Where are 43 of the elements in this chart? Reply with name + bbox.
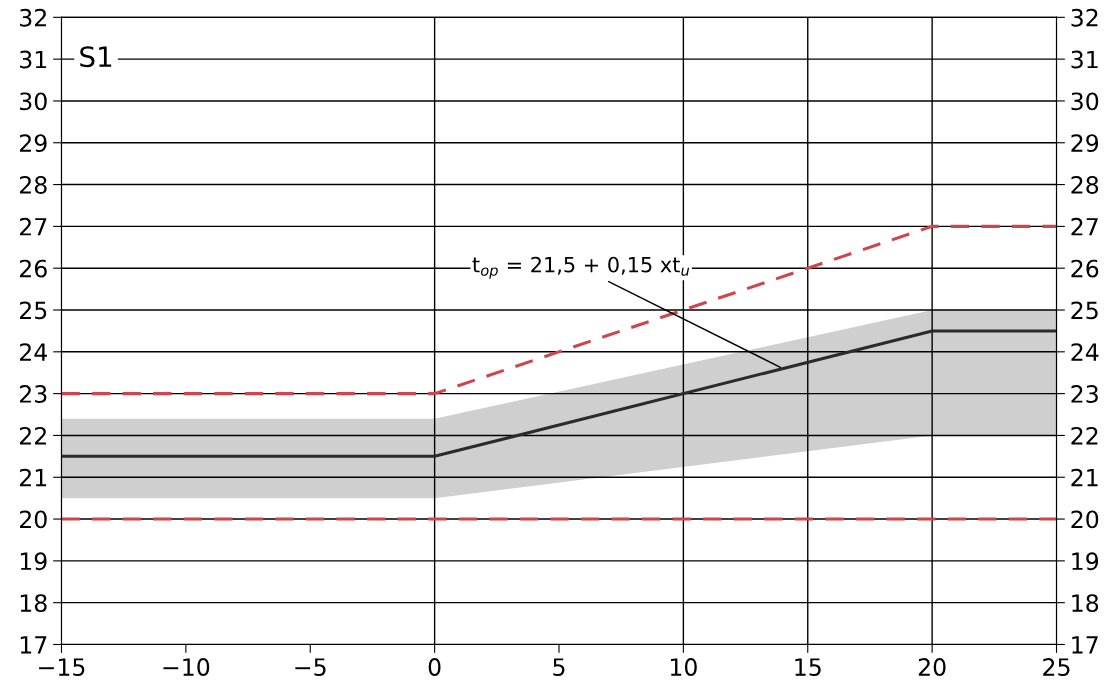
y-tick-label: 18: [20, 594, 47, 612]
y-tick-label: 23: [19, 385, 47, 403]
y-tick-label: 30: [20, 92, 47, 111]
y2-tick-label: 32: [1071, 8, 1098, 27]
x-tick-label: 10: [670, 658, 697, 676]
x-tick-label: −10: [163, 658, 210, 676]
y-tick-label: 32: [20, 8, 46, 27]
y2-tick-label: 22: [1071, 426, 1098, 445]
y2-tick-label: 26: [1071, 259, 1099, 278]
x-tick-label: 25: [1043, 658, 1070, 676]
y-tick-label: 29: [19, 134, 47, 153]
x-tick-label: −5: [295, 658, 326, 676]
y-tick-label: 19: [20, 552, 47, 571]
y2-tick-label: 17: [1072, 636, 1098, 654]
x-tick-label: 5: [553, 658, 565, 676]
y-tick-label: 20: [19, 510, 47, 529]
y2-tick-label: 29: [1071, 134, 1099, 153]
x-tick-label: 0: [428, 658, 441, 676]
y2-tick-label: 20: [1071, 510, 1099, 529]
x-tick-label: 20: [918, 658, 946, 676]
y2-tick-label: 23: [1071, 385, 1098, 403]
y2-tick-label: 30: [1071, 92, 1099, 111]
y2-tick-label: 27: [1071, 217, 1098, 236]
y-tick-label: 25: [19, 301, 47, 320]
x-tick-label: 15: [795, 658, 821, 676]
x-tick-label: −15: [39, 658, 85, 676]
y2-tick-label: 28: [1071, 176, 1099, 194]
y2-tick-label: 31: [1071, 50, 1098, 69]
y-tick-label: 31: [20, 50, 47, 69]
y-tick-label: 24: [19, 343, 47, 361]
y2-tick-label: 25: [1071, 301, 1098, 320]
y-tick-label: 21: [19, 468, 47, 487]
y-tick-label: 27: [19, 217, 47, 236]
y2-tick-label: 21: [1071, 468, 1098, 487]
y2-tick-label: 19: [1072, 552, 1099, 571]
y-tick-label: 26: [19, 259, 47, 278]
y-tick-label: 28: [19, 176, 47, 194]
y2-tick-label: 24: [1071, 343, 1099, 361]
annotation: t$_{op}$ = 21,5 + 0,15 xt$_{u}$: [472, 256, 690, 279]
y-tick-label: 17: [20, 636, 47, 654]
y2-tick-label: 18: [1072, 594, 1099, 612]
text: S1: [80, 46, 112, 68]
y-tick-label: 22: [19, 426, 46, 445]
